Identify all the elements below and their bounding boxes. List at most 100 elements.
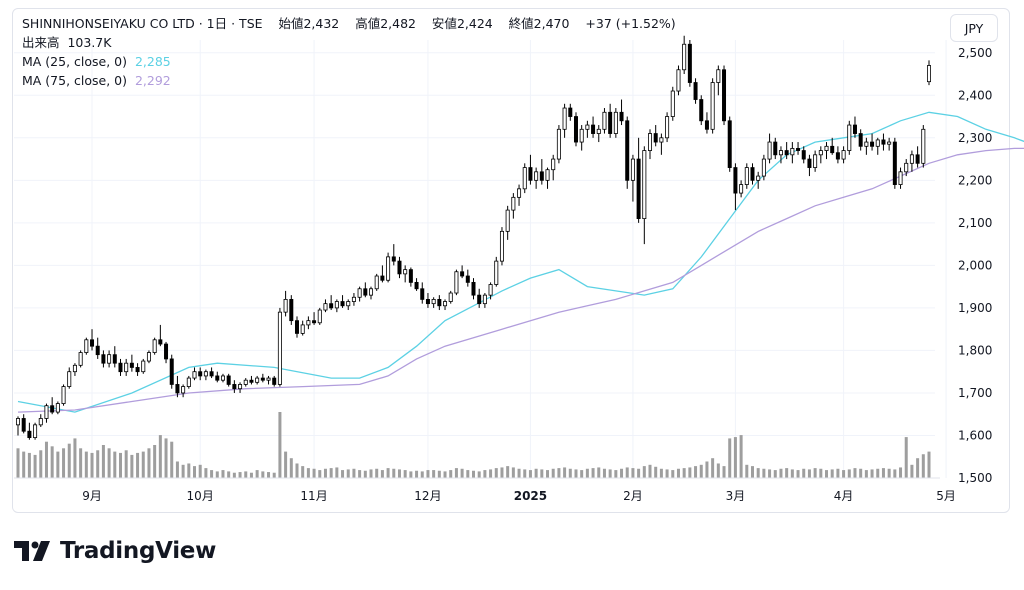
candle	[203, 369, 208, 381]
volume-bar	[193, 466, 197, 478]
candle	[323, 299, 328, 313]
currency-button[interactable]: JPY	[950, 14, 998, 42]
candle	[146, 350, 151, 364]
candle	[545, 167, 550, 189]
volume-bar	[591, 468, 595, 478]
volume-bar	[876, 468, 880, 478]
volume-bar	[437, 470, 441, 478]
candle	[437, 295, 442, 311]
volume-bar	[375, 468, 379, 478]
ma25-row[interactable]: MA (25, close, 0) 2,285	[22, 52, 676, 71]
candle	[215, 371, 220, 383]
volume-bar	[602, 468, 606, 478]
tradingview-brand[interactable]: TradingView	[14, 538, 216, 564]
candle	[192, 367, 197, 381]
candle	[551, 154, 556, 181]
candle	[699, 95, 704, 126]
volume-bar	[187, 463, 191, 478]
candle	[300, 320, 305, 336]
candle	[568, 103, 573, 121]
candle	[687, 40, 692, 87]
x-tick-label: 9月	[82, 489, 102, 503]
volume-bar	[118, 452, 122, 478]
candle	[636, 137, 641, 223]
candle	[27, 422, 32, 440]
volume-bar	[864, 470, 868, 478]
volume-bar	[175, 461, 179, 478]
candle	[448, 290, 453, 304]
volume-bar	[323, 468, 327, 478]
candle	[283, 290, 288, 317]
candle	[243, 378, 248, 387]
volume-bar	[728, 438, 732, 478]
candle	[15, 416, 20, 436]
candle	[488, 282, 493, 300]
candle	[659, 133, 664, 155]
candle	[887, 137, 892, 151]
candle	[33, 422, 38, 440]
volume-bar	[67, 443, 71, 478]
candle	[556, 125, 561, 164]
volume-bar	[392, 468, 396, 478]
candle	[277, 307, 282, 387]
volume-bar	[306, 468, 310, 478]
candle	[340, 295, 345, 308]
volume-bar	[198, 464, 202, 478]
candle	[112, 346, 117, 368]
candle	[101, 350, 106, 368]
candle	[425, 293, 430, 308]
price-axis[interactable]: 2,500 2,400 2,300 2,200 2,100 2,000 1,900 1,800…	[958, 46, 992, 485]
volume-bar	[654, 466, 658, 478]
volume-bar	[494, 468, 498, 478]
volume-bar	[574, 469, 578, 478]
open-value: 2,432	[303, 16, 340, 31]
volume-bar	[523, 469, 527, 478]
candle	[716, 65, 721, 96]
volume-bar	[853, 468, 857, 478]
candle	[124, 358, 129, 376]
volume-bar	[409, 471, 413, 478]
candle	[596, 125, 601, 143]
ma75-row[interactable]: MA (75, close, 0) 2,292	[22, 71, 676, 90]
candle	[858, 129, 863, 151]
candle	[72, 363, 77, 376]
volume-bar	[733, 437, 737, 478]
candle	[141, 358, 146, 374]
volume-bar	[255, 470, 259, 478]
candle	[21, 414, 26, 434]
volume-bar	[73, 438, 77, 478]
volume-bar	[722, 466, 726, 478]
volume-bar	[551, 468, 555, 478]
volume-bar	[215, 471, 219, 478]
close-value: 2,470	[533, 16, 570, 31]
candle	[90, 329, 95, 351]
candle	[289, 295, 294, 325]
candle	[801, 146, 806, 164]
candle	[778, 146, 783, 164]
volume-bar	[682, 468, 686, 478]
volume-bar	[642, 466, 646, 478]
volume-bar	[244, 471, 248, 478]
candle	[471, 278, 476, 300]
candle	[220, 373, 225, 383]
volume-bar	[716, 463, 720, 478]
low-value: 2,424	[456, 16, 493, 31]
candle	[892, 137, 897, 189]
candle	[238, 382, 243, 393]
candle	[95, 337, 100, 359]
candle	[50, 397, 55, 415]
candle	[818, 146, 823, 164]
volume-bar	[249, 472, 253, 478]
volume-bar	[284, 451, 288, 478]
volume-bar	[50, 446, 54, 478]
candle	[676, 65, 681, 96]
candle	[539, 159, 544, 185]
candle	[351, 293, 356, 306]
time-axis[interactable]: 9月10月11月12月20252月3月4月5月6月7月8月	[14, 477, 1024, 503]
candle	[841, 146, 846, 164]
candle	[909, 150, 914, 172]
candle	[391, 244, 396, 266]
x-tick-label: 12月	[414, 489, 441, 503]
candle	[403, 265, 408, 283]
